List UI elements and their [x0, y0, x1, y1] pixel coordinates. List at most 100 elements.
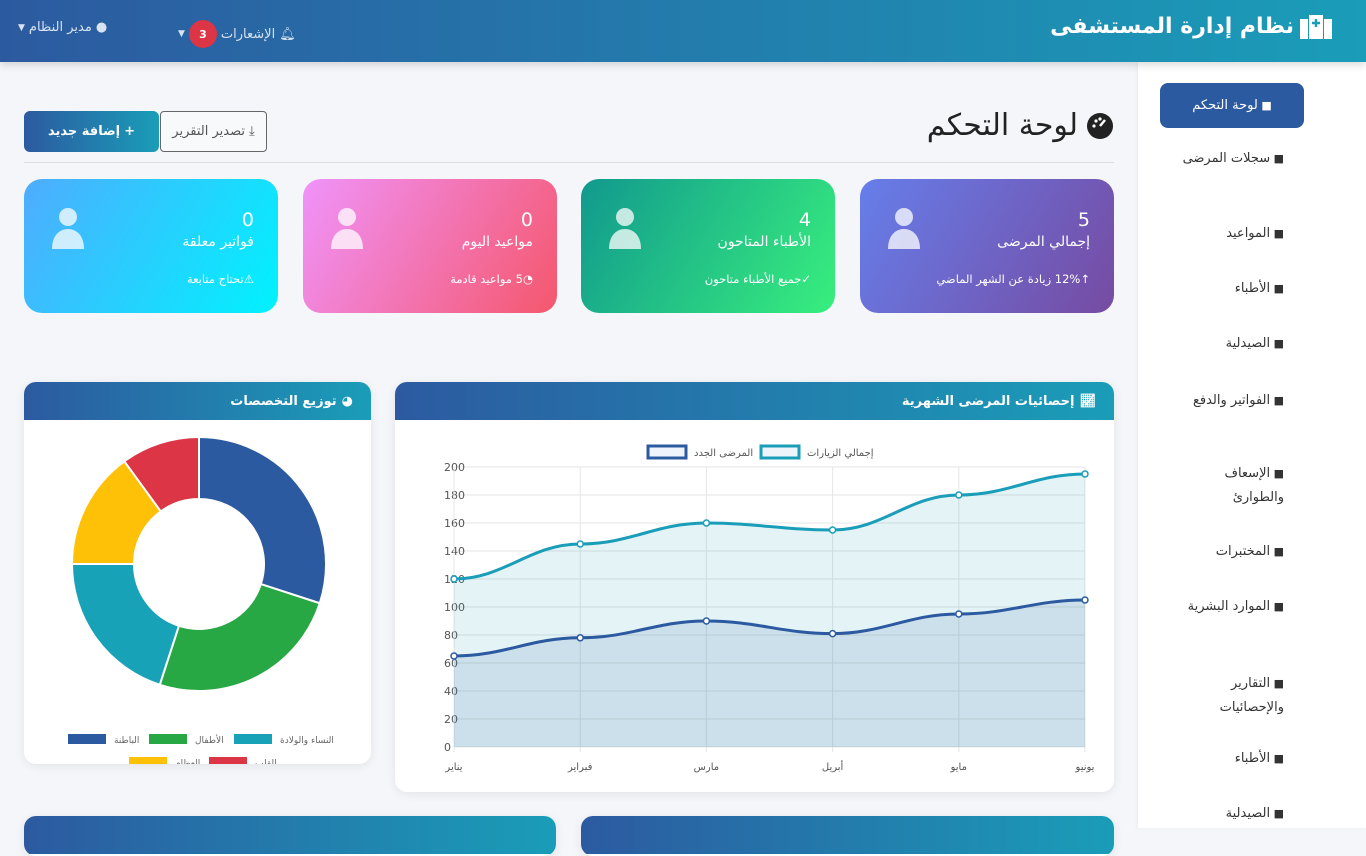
sidebar-item-label: الفواتير والدفع [1192, 393, 1271, 408]
calendar-check-icon [331, 208, 363, 249]
sidebar-item[interactable]: ■ الفواتير والدفع [1174, 389, 1284, 413]
sidebar-item-label: المختبرات [1215, 544, 1271, 559]
x-tick-label: مايو [950, 762, 967, 773]
flask-icon: ■ [1270, 545, 1284, 558]
sidebar-item-label: لوحة التحكم [1192, 98, 1258, 113]
user-circle-icon: ● [95, 20, 108, 35]
donut-slice[interactable] [158, 582, 322, 692]
specialties-panel: ◕ توزيع التخصصات الباطنة الأطفال النساء وال… [24, 382, 371, 764]
stat-subtext-label: تحتاج متابعة [186, 272, 244, 286]
sidebar-item[interactable]: ■ لوحة التحكم [1160, 83, 1304, 128]
doctor-icon: ■ [1270, 752, 1284, 765]
clock-icon: ◔ [522, 272, 533, 286]
legend-swatch [68, 734, 106, 744]
data-point [576, 634, 584, 642]
panel-header [581, 816, 1114, 854]
page-title-text: لوحة التحكم [926, 108, 1078, 143]
caret-down-icon: ▼ [178, 29, 185, 39]
stat-subtext: ⚠تحتاج متابعة [187, 272, 254, 286]
sidebar-item[interactable]: ■ الأطباء [1174, 277, 1284, 301]
data-point [450, 575, 458, 583]
data-point [576, 540, 584, 548]
sidebar-item[interactable]: ■ الصيدلية [1174, 332, 1284, 356]
stat-value: 4 [798, 209, 811, 231]
bell-icon: 🔔︎ [279, 26, 296, 42]
sidebar-item-label: الصيدلية [1225, 806, 1271, 821]
sidebar-item-label: سجلات المرضى [1182, 151, 1271, 166]
sidebar-item[interactable]: ■ الموارد البشرية [1174, 595, 1284, 619]
patient-icon: ■ [1270, 152, 1284, 165]
x-tick-label: يناير [444, 762, 462, 773]
report-icon: ■ [1270, 677, 1284, 690]
app-title[interactable]: نظام إدارة المستشفى [1050, 14, 1332, 39]
notifications-dropdown[interactable]: 🔔︎ الإشعارات 3 ▼ [178, 20, 296, 48]
sidebar-item[interactable]: ■ التقارير والإحصائيات [1174, 672, 1284, 720]
sidebar-item[interactable]: ■ المواعيد [1174, 222, 1284, 246]
app-title-text: نظام إدارة المستشفى [1050, 14, 1294, 39]
legend-label: الأطفال [195, 734, 224, 746]
legend-swatch [209, 757, 247, 764]
legend-label: المرضى الجدد [694, 448, 753, 459]
stat-subtext: ✓جميع الأطباء متاحون [705, 272, 811, 286]
y-tick-label: 0 [444, 741, 451, 754]
series-line [453, 472, 1086, 581]
sidebar: ■ لوحة التحكم ■ سجلات المرضى ■ المواعيد ■ ا… [1138, 62, 1366, 828]
data-point [702, 519, 711, 527]
panel-title: إحصائيات المرضى الشهرية [901, 393, 1075, 409]
stat-value: 0 [241, 209, 254, 231]
add-new-button[interactable]: + إضافة جديد [24, 111, 159, 152]
check-icon: ✓ [801, 272, 811, 286]
panel-header [24, 816, 556, 854]
sidebar-item-label: الإسعاف والطوارئ [1224, 466, 1284, 505]
user-dropdown[interactable]: ● مدير النظام ▼ [18, 20, 107, 35]
data-point [955, 491, 963, 499]
data-point [702, 617, 711, 625]
donut-slice[interactable] [198, 435, 327, 605]
export-report-button[interactable]: ⤓ تصدير التقرير [160, 111, 267, 152]
sidebar-item[interactable]: ■ الإسعاف والطوارئ [1174, 462, 1284, 510]
hospital-icon [1300, 14, 1332, 39]
sidebar-item-label: المواعيد [1226, 226, 1271, 241]
legend-swatch [149, 734, 187, 744]
stat-subtext-label: 5 مواعيد قادمة [450, 272, 523, 286]
stat-card: 0 مواعيد اليوم ◔5 مواعيد قادمة [303, 179, 557, 313]
legend-label: الباطنة [114, 736, 139, 746]
stat-value: 5 [1077, 209, 1090, 231]
sidebar-item[interactable]: ■ المختبرات [1174, 540, 1284, 564]
legend-swatch [646, 444, 688, 460]
sidebar-item-label: التقارير والإحصائيات [1219, 676, 1284, 715]
stat-card: 0 فواتير معلقة ⚠تحتاج متابعة [24, 179, 278, 313]
bottom-panel-right [581, 816, 1114, 856]
gauge-icon [1087, 112, 1113, 139]
export-label: تصدير التقرير [172, 124, 245, 139]
data-point [828, 629, 837, 638]
data-point [828, 526, 837, 534]
legend-label: القلب [255, 759, 277, 764]
legend-swatch [234, 734, 272, 744]
sidebar-item-label: الموارد البشرية [1187, 599, 1271, 614]
ambulance-icon: ■ [1270, 467, 1284, 480]
donut-slice[interactable] [70, 563, 181, 687]
x-tick-label: أبريل [822, 760, 844, 773]
notifications-badge: 3 [188, 20, 217, 48]
stat-subtext-label: جميع الأطباء متاحون [704, 272, 802, 286]
stat-subtext: ◔5 مواعيد قادمة [450, 272, 533, 286]
panel-header: 📈︎ إحصائيات المرضى الشهرية [395, 382, 1114, 420]
legend-label: النساء والولادة [280, 736, 334, 746]
donut-slice[interactable] [122, 435, 200, 513]
data-point [955, 610, 963, 618]
stat-label: إجمالي المرضى [997, 234, 1090, 250]
legend-label: إجمالي الزيارات [807, 448, 874, 459]
invoice-dollar-icon [52, 208, 84, 249]
sidebar-item[interactable]: ■ الصيدلية [1174, 802, 1284, 826]
pie-chart-icon: ◕ [341, 393, 353, 409]
caret-down-icon: ▼ [18, 22, 25, 33]
injured-patient-icon [888, 208, 920, 249]
stat-subtext-label: 12% زيادة عن الشهر الماضي [936, 272, 1081, 286]
sidebar-item[interactable]: ■ الأطباء [1174, 747, 1284, 771]
notifications-label: الإشعارات [220, 26, 276, 42]
sidebar-item-label: الأطباء [1234, 751, 1271, 766]
stat-label: الأطباء المتاحون [717, 234, 811, 250]
sidebar-item[interactable]: ■ سجلات المرضى [1174, 147, 1284, 171]
warning-icon: ⚠ [243, 272, 254, 286]
